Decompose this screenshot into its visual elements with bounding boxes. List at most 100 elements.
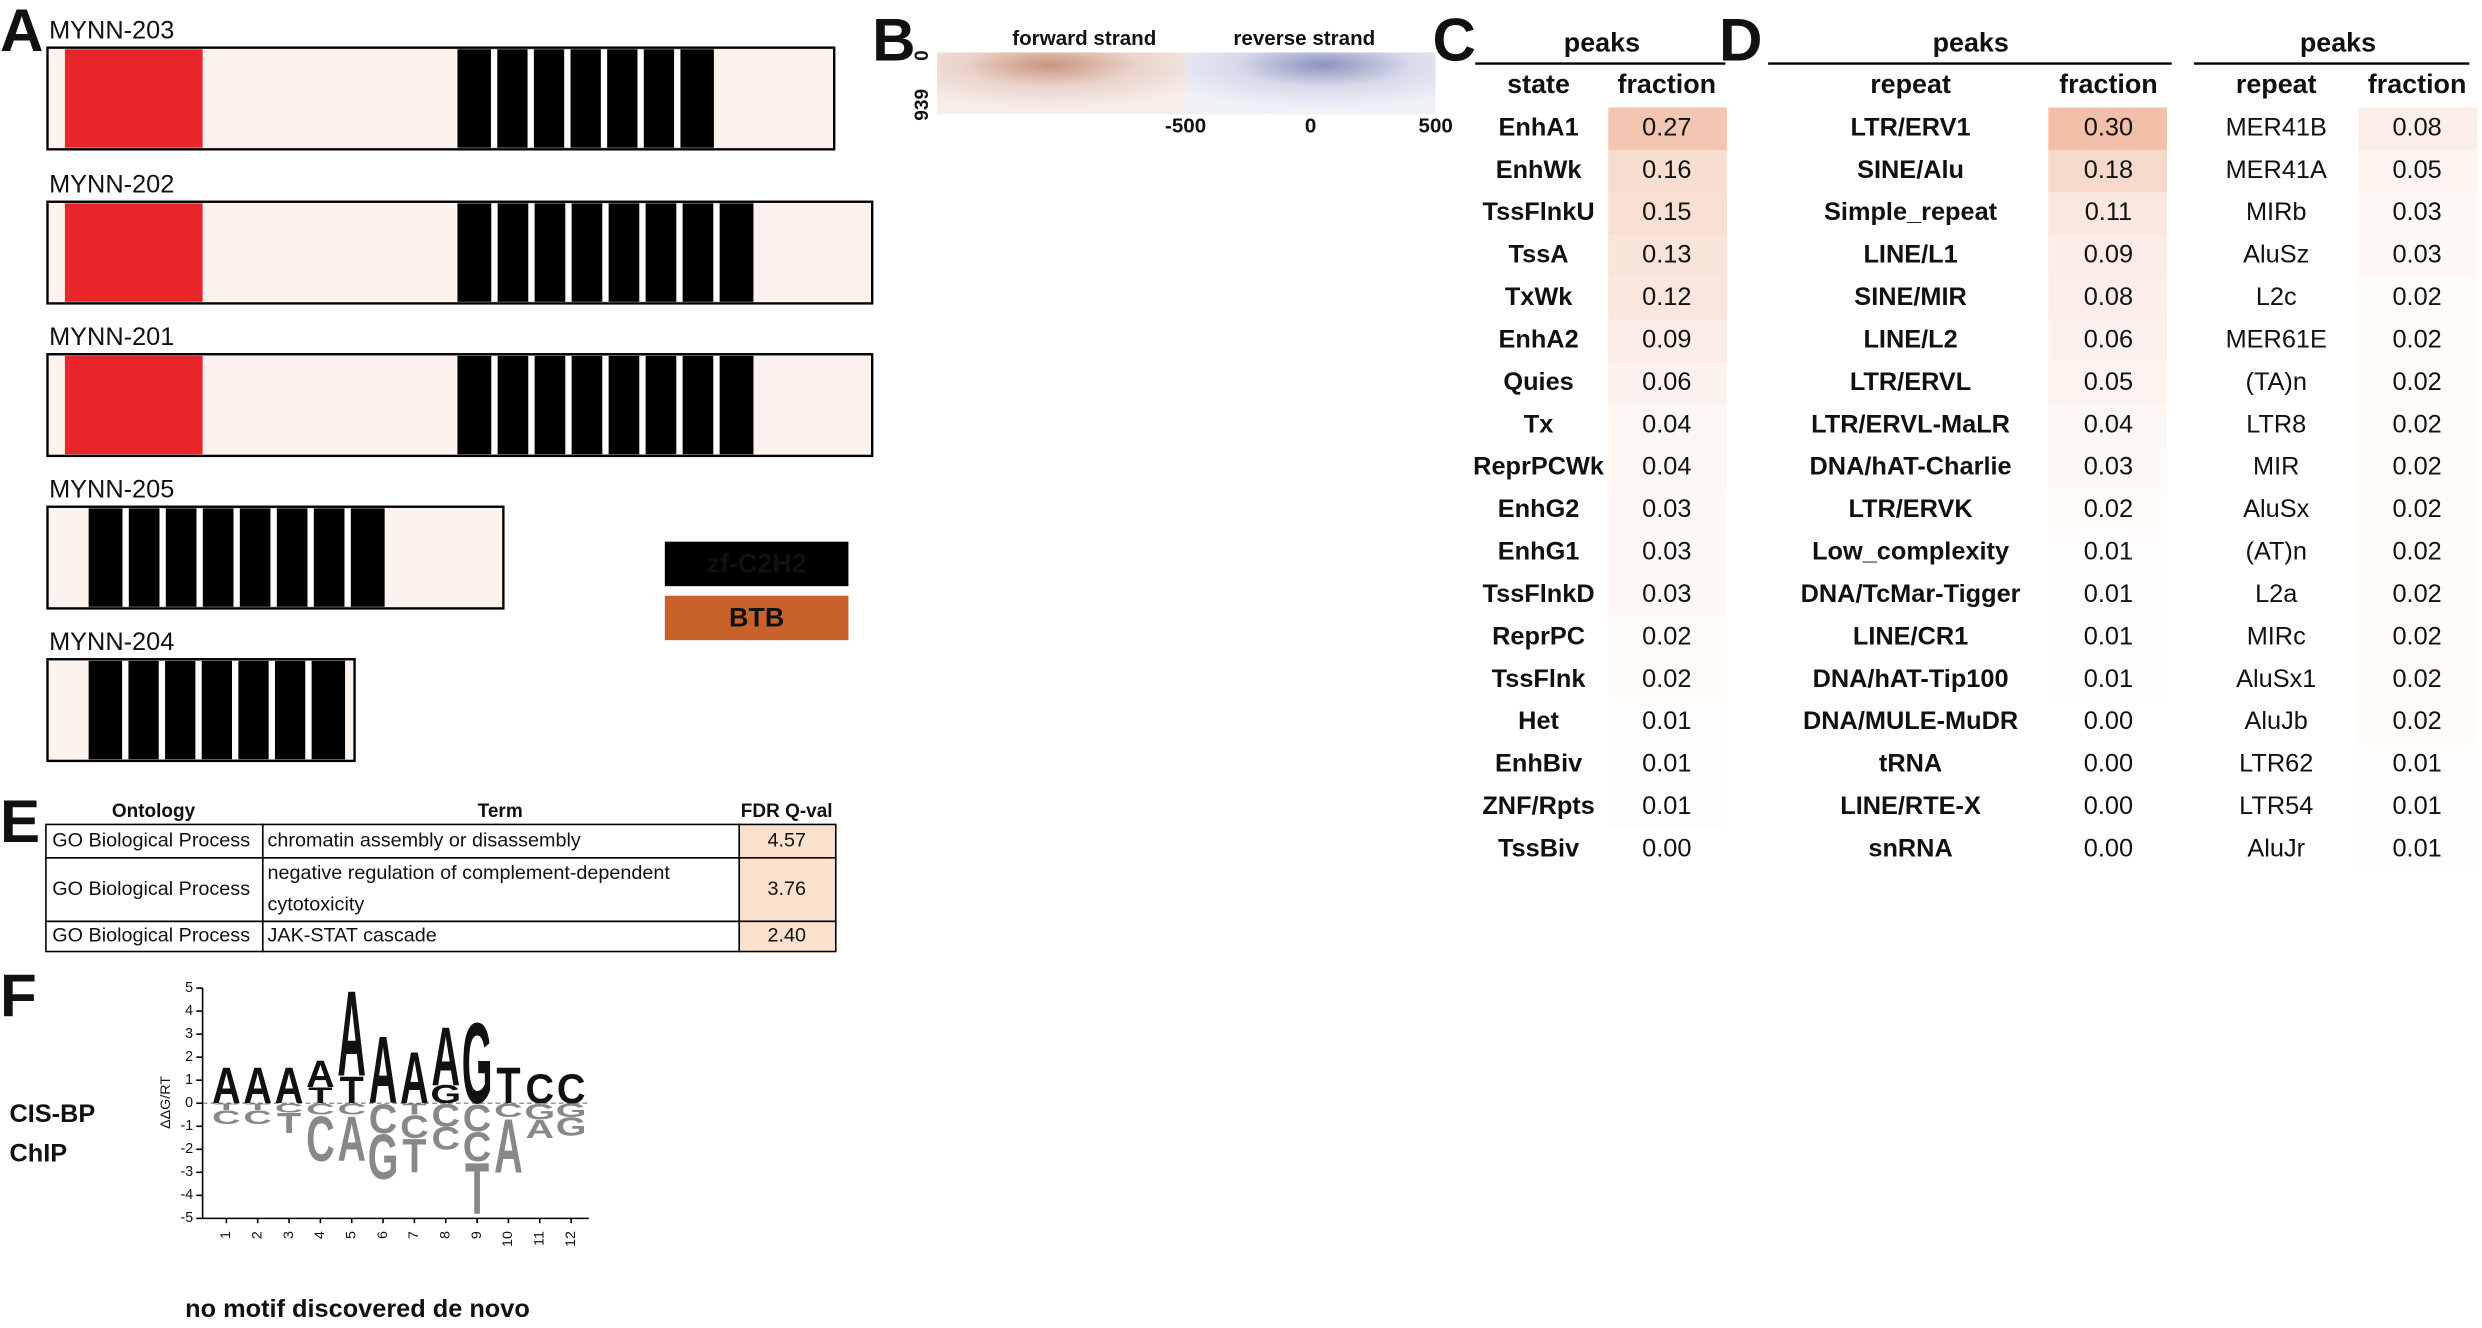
row-name: AluSx [2243,495,2309,523]
fraction-cell [1608,574,1727,617]
logo-letter: T [402,1130,426,1183]
fraction-value: 0.04 [1642,410,1691,438]
go-column-header: FDR Q-val [741,801,833,822]
row-name: DNA/hAT-Charlie [1810,453,2012,481]
panel-label: E [0,787,40,855]
zf-separator [639,203,646,302]
table-header: peaks [1933,28,2009,58]
row-name: MER41A [2226,156,2327,184]
row-name: DNA/TcMar-Tigger [1801,580,2021,608]
btb-domain [64,355,203,455]
fraction-value: 0.01 [2392,750,2441,778]
fraction-cell [2048,489,2168,532]
zf-separator [344,508,351,607]
transcript-label: MYNN-203 [49,16,174,44]
row-name: Quies [1503,368,1573,396]
logo-letter: T [308,1083,333,1108]
fraction-cell [2358,234,2478,278]
fraction-value: 0.02 [2392,368,2441,396]
logo-letter: A [337,1104,366,1175]
row-name: snRNA [1868,834,1952,862]
logo-letter: G [368,1123,399,1194]
fraction-value: 0.02 [1642,622,1691,650]
transcript-label: MYNN-205 [49,476,174,504]
column-header: fraction [2368,69,2467,99]
zf-separator [600,49,608,148]
go-cell [738,920,837,953]
zf-separator [158,660,166,760]
logo-letter: C [494,1100,523,1122]
logo-letter: C [557,1065,586,1112]
fraction-cell [2048,234,2168,278]
row-name: LTR/ERVL [1850,368,1971,396]
logo-letter: C [400,1108,429,1144]
fraction-cell [2358,277,2478,320]
logo-letter: T [496,1057,520,1114]
logo-letter: A [431,1009,460,1102]
row-name: Simple_repeat [1824,198,1998,226]
zf-separator [564,49,571,148]
x-tick-label: 0 [1305,114,1316,137]
transcript-label: MYNN-204 [49,628,174,656]
logo-letter: A [275,1057,304,1114]
legend-label: BTB [729,603,784,633]
zf-separator [602,203,609,302]
x-tick-label: 9 [469,1231,485,1239]
q-value-cell [739,857,836,922]
fraction-value: 0.00 [2084,750,2133,778]
column-header: fraction [2059,69,2158,99]
fraction-value: 0.03 [1642,580,1691,608]
row-name: MIRb [2246,198,2306,226]
fraction-cell [1608,277,1727,320]
row-name: DNA/MULE-MuDR [1803,707,2018,735]
logo-letter: A [212,1057,241,1114]
fraction-cell [1608,446,1727,490]
row-name: MER41B [2226,113,2327,141]
logo-letter: G [556,1100,587,1122]
row-name: AluJr [2247,834,2305,862]
fraction-value: 0.01 [2084,622,2133,650]
go-term: chromatin assembly or disassembly [268,829,581,851]
logo-letter: A [525,1116,554,1144]
zf-separator [676,355,683,455]
logo-letter: G [430,1081,461,1109]
logo-letter: A [243,1057,272,1114]
row-name: LINE/L2 [1863,325,1957,353]
legend-label: zf-C2H2 [707,549,807,579]
fraction-cell [1608,319,1727,362]
zf-separator [491,355,498,455]
fraction-cell [1608,149,1727,193]
fraction-value: 0.12 [1642,283,1691,311]
fraction-value: 0.02 [2392,707,2441,735]
zf-separator [196,508,203,607]
go-term: JAK-STAT cascade [268,925,437,947]
y-tick-label: -5 [180,1210,193,1226]
fraction-cell [2358,319,2478,362]
row-name: MIR [2253,453,2299,481]
row-name: LTR/ERV1 [1851,113,1971,141]
fraction-cell [1608,404,1727,447]
row-name: Tx [1524,410,1554,438]
table-header: peaks [2300,28,2376,58]
fraction-cell [2358,658,2478,702]
fraction-cell [2048,277,2168,320]
logo-letter: C [243,1107,272,1129]
go-ontology: GO Biological Process [52,829,250,851]
row-name: EnhG2 [1498,495,1580,523]
y-tick-label: 0 [185,1095,193,1111]
fraction-cell [2048,319,2168,362]
logo-letter: C [337,1101,366,1118]
row-name: AluSx1 [2236,665,2316,693]
fraction-value: 0.01 [2084,537,2133,565]
legend-swatch [664,595,849,641]
fraction-cell [2048,149,2168,193]
fraction-cell [1608,107,1727,150]
logo-letter: A [306,1054,335,1096]
row-name: MIRc [2247,622,2306,650]
fraction-value: 0.02 [2392,622,2441,650]
go-ontology: GO Biological Process [52,878,250,900]
fraction-value: 0.04 [1642,453,1691,481]
fraction-value: 0.04 [2084,410,2133,438]
zf-separator [195,660,202,760]
column-header: repeat [2236,69,2317,99]
